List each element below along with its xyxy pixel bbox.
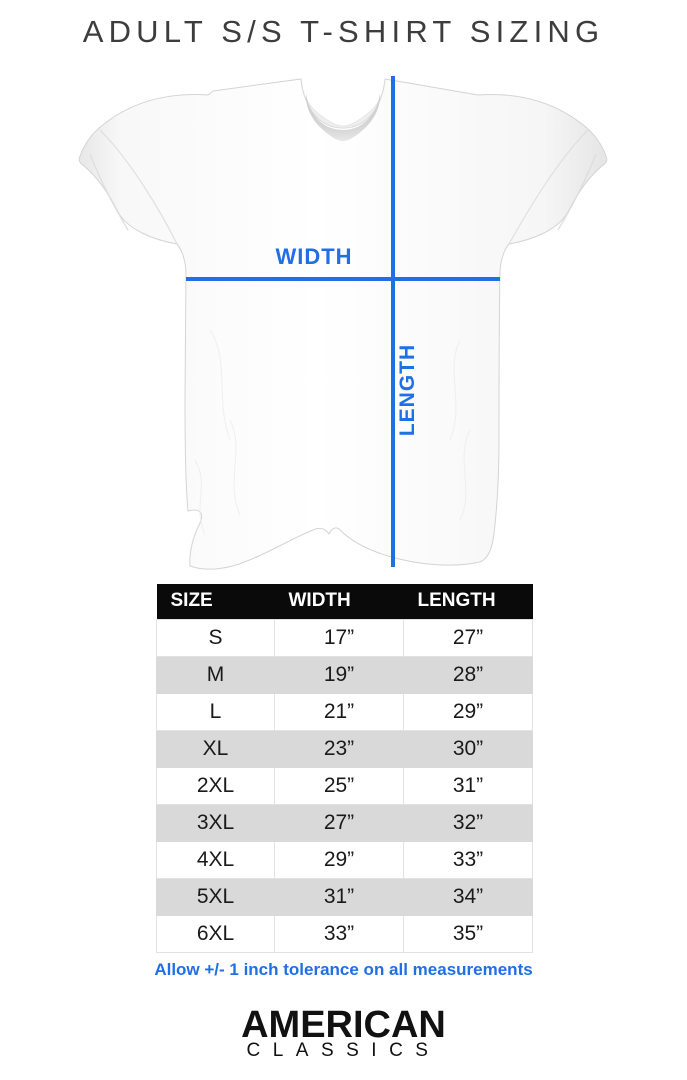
svg-text:WIDTH: WIDTH [275,244,352,269]
svg-text:LENGTH: LENGTH [396,344,419,436]
